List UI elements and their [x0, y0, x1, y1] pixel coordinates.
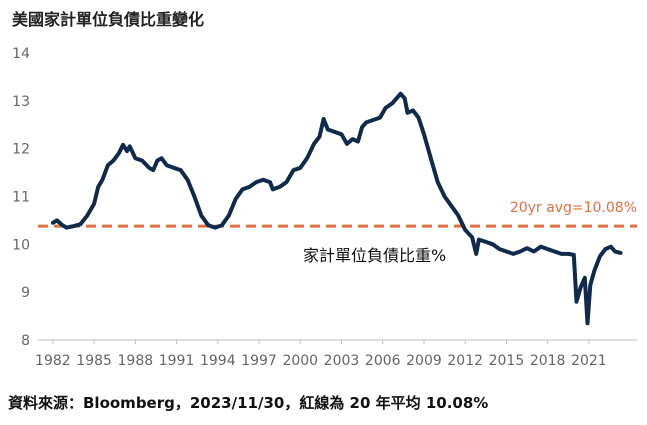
- source-note: 資料來源：Bloomberg，2023/11/30，紅線為 20 年平均 10.…: [8, 394, 489, 412]
- x-axis: 1982 1985 1988 1991 1994 1997 2000 2003 2006 2009…: [35, 339, 637, 369]
- line-chart: 8 9 10 11 12 13 14 1982 1985 1988 1991 1994 1997 200…: [12, 46, 637, 369]
- x-tick-label: 2000: [282, 353, 318, 369]
- x-tick-label: 1991: [159, 353, 195, 369]
- series-label: 家計單位負債比重%: [303, 246, 446, 265]
- x-tick-label: 2018: [530, 353, 566, 369]
- y-tick-label: 12: [12, 142, 30, 158]
- y-tick-label: 8: [21, 333, 30, 349]
- chart-title: 美國家計單位負債比重變化: [12, 10, 205, 29]
- y-tick-label: 10: [12, 237, 30, 253]
- y-tick-label: 14: [12, 46, 30, 62]
- x-tick-label: 2015: [489, 353, 525, 369]
- x-tick-label: 2012: [447, 353, 483, 369]
- x-tick-label: 1988: [118, 353, 154, 369]
- y-tick-label: 13: [12, 94, 30, 110]
- series-line: [50, 91, 623, 326]
- x-tick-label: 1994: [200, 353, 236, 369]
- x-tick-label: 2021: [571, 353, 607, 369]
- x-tick-label: 2009: [406, 353, 442, 369]
- x-tick-label: 2006: [365, 353, 401, 369]
- y-axis: 8 9 10 11 12 13 14: [12, 46, 30, 349]
- x-tick-label: 1997: [241, 353, 277, 369]
- y-tick-label: 9: [21, 285, 30, 301]
- x-tick-label: 1985: [76, 353, 112, 369]
- average-label: 20yr avg=10.08%: [510, 200, 637, 216]
- x-tick-label: 2003: [324, 353, 360, 369]
- x-tick-label: 1982: [35, 353, 71, 369]
- y-tick-label: 11: [12, 190, 30, 206]
